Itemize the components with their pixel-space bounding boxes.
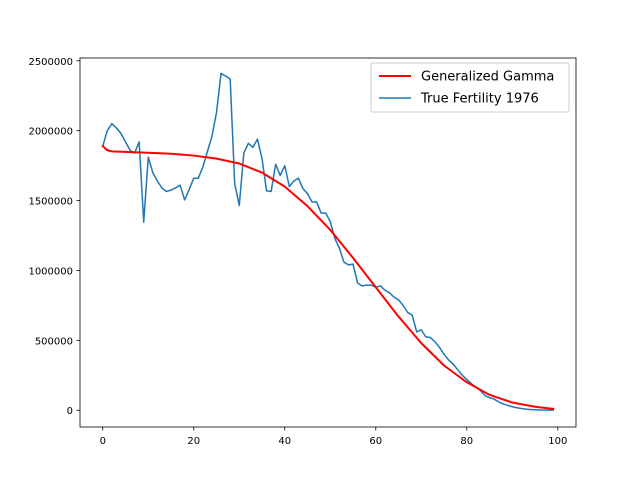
x-tick-label: 20: [187, 436, 200, 447]
plot-background: [80, 58, 576, 427]
y-tick-label: 2500000: [28, 57, 73, 68]
y-tick-label: 1000000: [28, 266, 73, 277]
legend-label-true-fertility-1976: True Fertility 1976: [420, 92, 539, 107]
x-tick-label: 40: [278, 436, 291, 447]
plot-area: [79, 57, 577, 428]
x-tick-label: 100: [548, 436, 567, 447]
y-tick-label: 1500000: [28, 197, 73, 208]
y-tick-label: 500000: [35, 336, 73, 347]
series-line-generalized-gamma: [101, 144, 555, 410]
legend-label-generalized-gamma: Generalized Gamma: [421, 70, 554, 85]
x-tick-label: 80: [460, 436, 473, 447]
legend: Generalized Gamma True Fertility 1976: [370, 62, 570, 113]
x-tick-label: 60: [369, 436, 382, 447]
y-axis: 0 500000 1000000 1500000 2000000 2500000: [28, 57, 80, 417]
legend-box: [370, 62, 570, 113]
y-tick-label: 2000000: [28, 127, 73, 138]
x-tick-label: 0: [100, 436, 106, 447]
x-axis: 0 20 40 60 80 100: [100, 427, 567, 447]
y-tick-label: 0: [67, 406, 73, 417]
plot-frame: [79, 57, 577, 428]
